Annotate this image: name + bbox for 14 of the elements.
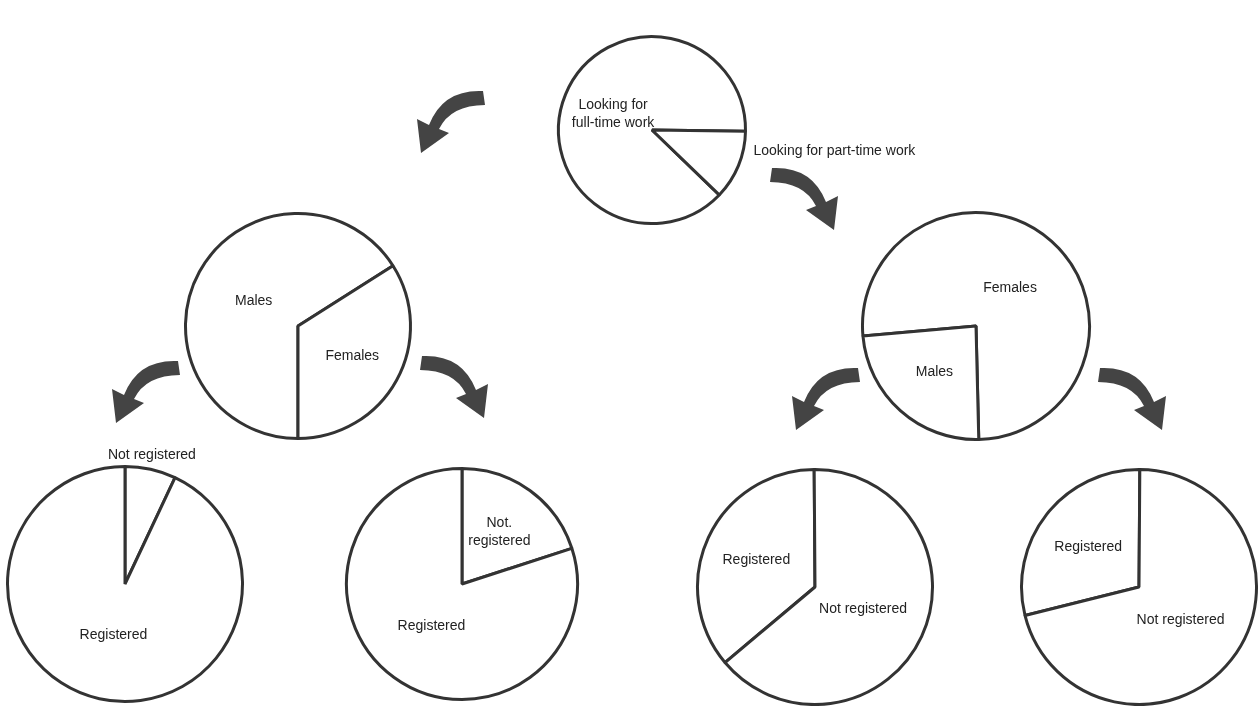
slice-label: Registered: [397, 616, 466, 633]
slice-label: Looking for full-time work: [571, 95, 656, 130]
slice-label: Not registered: [819, 600, 907, 617]
slice-label: Registered: [722, 550, 791, 567]
slice-label: Males: [234, 292, 273, 309]
slice-label: Females: [325, 346, 380, 363]
slice-label: Not. registered: [468, 514, 531, 549]
slice-label: Registered: [1054, 537, 1123, 554]
slice-label: Not registered: [1136, 610, 1225, 627]
slice-label: Females: [983, 278, 1037, 295]
slice-label: Males: [915, 363, 954, 380]
slice-label: Not registered: [107, 446, 196, 463]
slice-label: Registered: [79, 626, 148, 643]
slice-label: Looking for part-time work: [753, 142, 917, 159]
